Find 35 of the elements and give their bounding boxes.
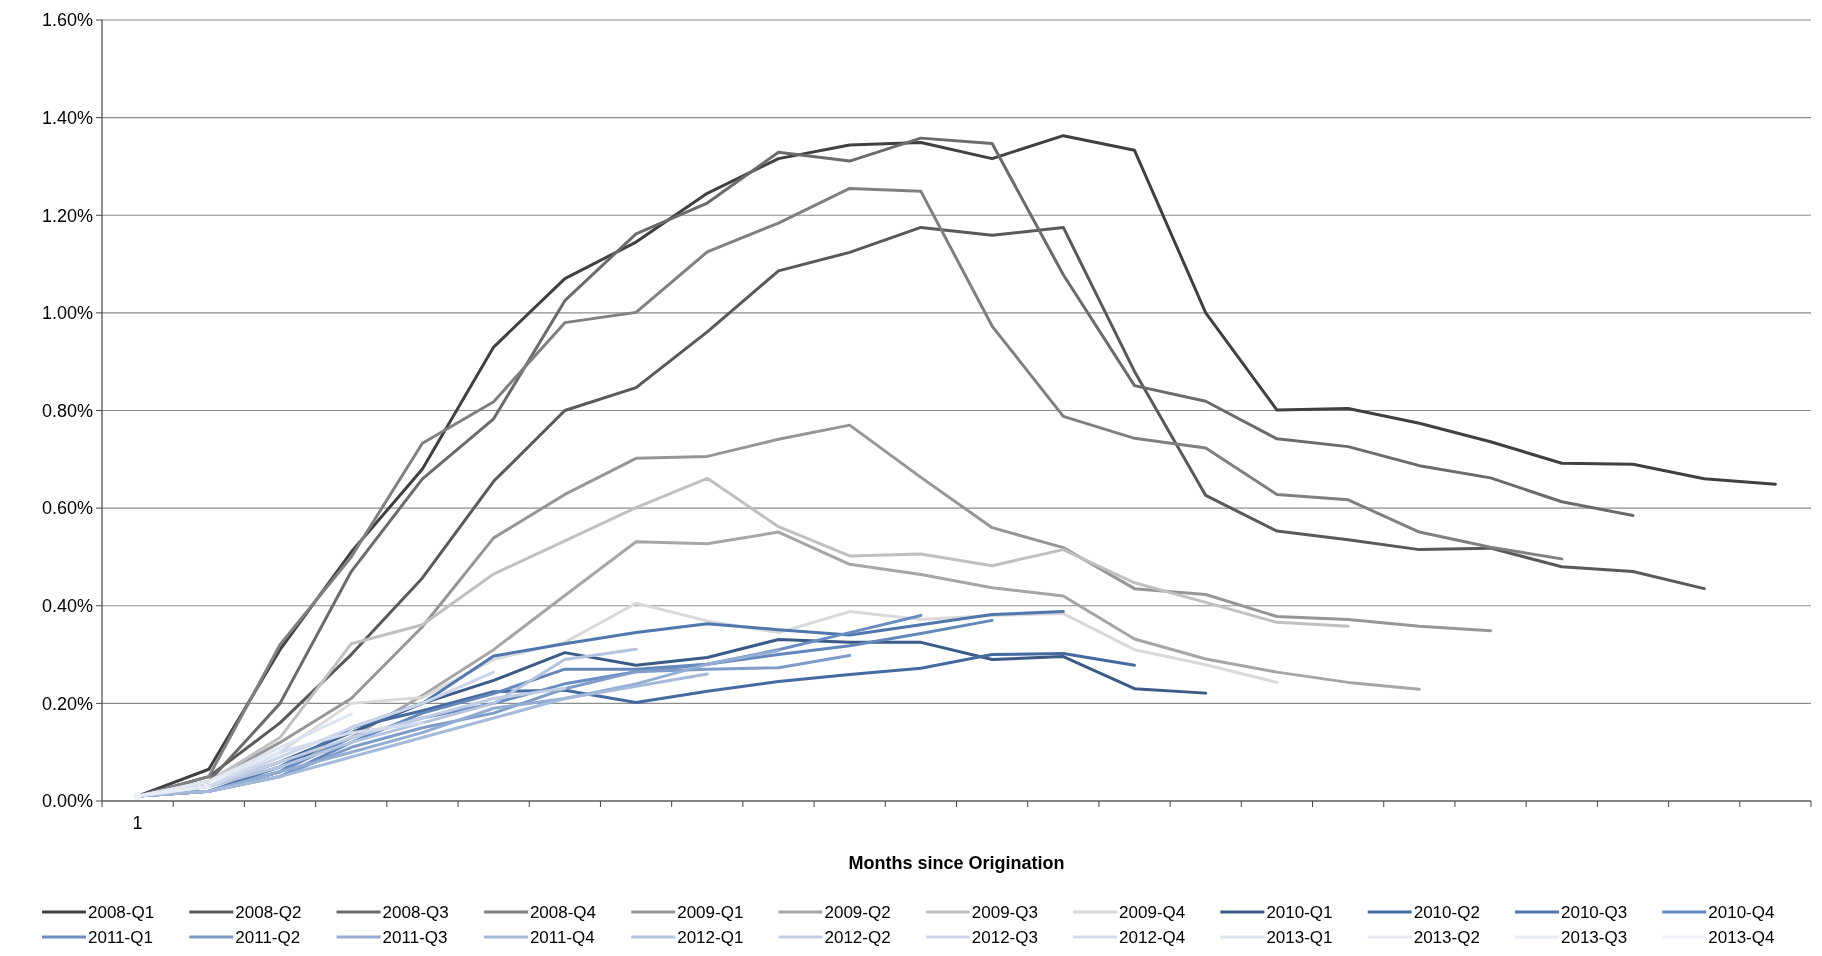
legend-label: 2011-Q4 — [529, 927, 595, 947]
legend-label: 2008-Q3 — [382, 902, 449, 922]
y-tick-label: 1.20% — [41, 205, 93, 226]
legend-label: 2008-Q4 — [529, 902, 597, 922]
y-tick-label: 1.60% — [41, 10, 93, 31]
legend-label: 2010-Q2 — [1413, 902, 1480, 922]
y-tick-label: 0.20% — [41, 693, 93, 714]
y-tick-label: 1.40% — [41, 107, 93, 128]
legend-label: 2010-Q3 — [1561, 902, 1628, 922]
legend-label: 2013-Q4 — [1708, 927, 1775, 947]
y-tick-label: 1.00% — [41, 303, 93, 324]
legend-label: 2010-Q4 — [1708, 902, 1775, 922]
legend-label: 2013-Q2 — [1413, 927, 1480, 947]
legend-label: 2012-Q3 — [971, 927, 1038, 947]
legend-label: 2012-Q4 — [1119, 927, 1186, 947]
legend-label: 2011-Q1 — [88, 927, 153, 947]
y-tick-label: 0.60% — [41, 498, 93, 519]
y-tick-label: 0.40% — [41, 596, 93, 617]
legend-label: 2012-Q2 — [824, 927, 891, 947]
legend-label: 2009-Q1 — [677, 902, 744, 922]
legend-label: 2013-Q3 — [1561, 927, 1628, 947]
legend-label: 2011-Q3 — [382, 927, 448, 947]
legend-label: 2009-Q2 — [824, 902, 891, 922]
y-tick-label: 0.00% — [41, 791, 93, 812]
legend-label: 2012-Q1 — [677, 927, 744, 947]
legend-label: 2008-Q2 — [235, 902, 302, 922]
y-tick-label: 0.80% — [41, 400, 93, 421]
legend-label: 2009-Q4 — [1119, 902, 1186, 922]
legend-label: 2009-Q3 — [971, 902, 1038, 922]
legend-label: 2008-Q1 — [88, 902, 155, 922]
legend-label: 2011-Q2 — [235, 927, 301, 947]
legend-label: 2013-Q1 — [1266, 927, 1333, 947]
legend-label: 2010-Q1 — [1266, 902, 1333, 922]
x-tick-label: 1 — [132, 813, 143, 833]
x-axis-title: Months since Origination — [848, 853, 1065, 873]
